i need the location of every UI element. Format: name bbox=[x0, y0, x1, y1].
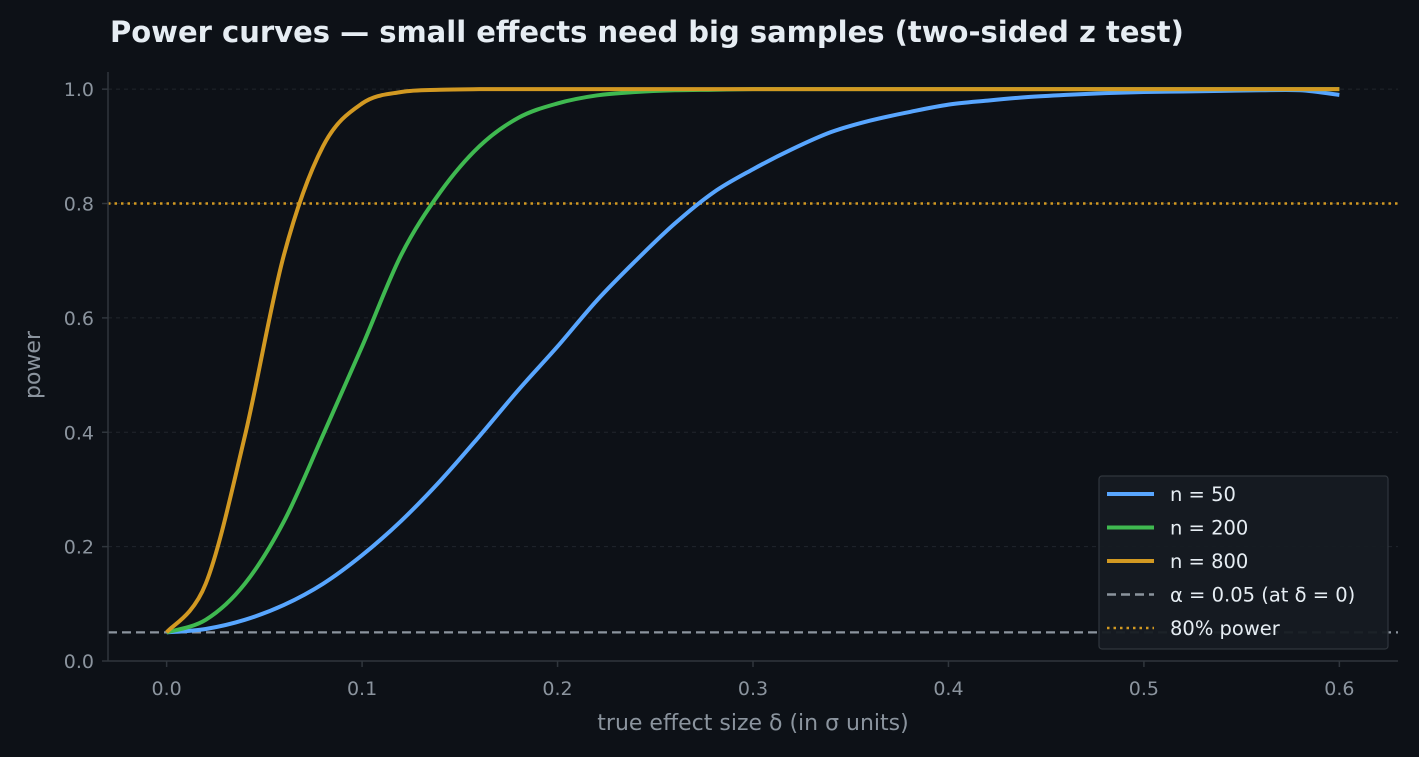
legend-label: n = 50 bbox=[1170, 483, 1236, 506]
x-tick-label: 0.1 bbox=[347, 678, 377, 700]
x-tick-label: 0.6 bbox=[1324, 678, 1354, 700]
y-tick-label: 1.0 bbox=[64, 79, 94, 101]
legend: n = 50 n = 200 n = 800 α = 0.05 (at δ = 0) 8… bbox=[1098, 475, 1389, 650]
x-tick-label: 0.4 bbox=[933, 678, 963, 700]
series-line-1 bbox=[166, 87, 1340, 635]
x-tick-label: 0.3 bbox=[738, 678, 768, 700]
series-line-3 bbox=[165, 87, 1340, 634]
legend-label: α = 0.05 (at δ = 0) bbox=[1170, 584, 1355, 607]
legend-label: n = 800 bbox=[1170, 550, 1248, 573]
x-tick-label: 0.2 bbox=[542, 678, 572, 700]
y-tick-label: 0.2 bbox=[64, 537, 94, 559]
reference-lines bbox=[108, 202, 1398, 634]
y-tick-label: 0.4 bbox=[64, 422, 94, 444]
y-axis-label: power bbox=[21, 330, 46, 399]
tick-labels: 0.0 0.2 0.4 0.6 0.8 1.0 0.0 0.1 0.2 0.3 0.4 0.5 0.6 bbox=[64, 79, 1355, 700]
y-tick-label: 0.6 bbox=[64, 308, 94, 330]
legend-label: n = 200 bbox=[1170, 517, 1248, 540]
legend-label: 80% power bbox=[1170, 617, 1281, 640]
y-tick-label: 0.8 bbox=[64, 194, 94, 216]
chart-title: Power curves — small effects need big sa… bbox=[110, 15, 1184, 49]
axes bbox=[102, 72, 1398, 667]
y-tick-label: 0.0 bbox=[64, 651, 94, 673]
x-tick-label: 0.0 bbox=[152, 678, 182, 700]
series-lines bbox=[165, 87, 1340, 635]
legend-box bbox=[1098, 475, 1389, 650]
x-axis-label: true effect size δ (in σ units) bbox=[597, 711, 908, 736]
x-tick-label: 0.5 bbox=[1129, 678, 1159, 700]
